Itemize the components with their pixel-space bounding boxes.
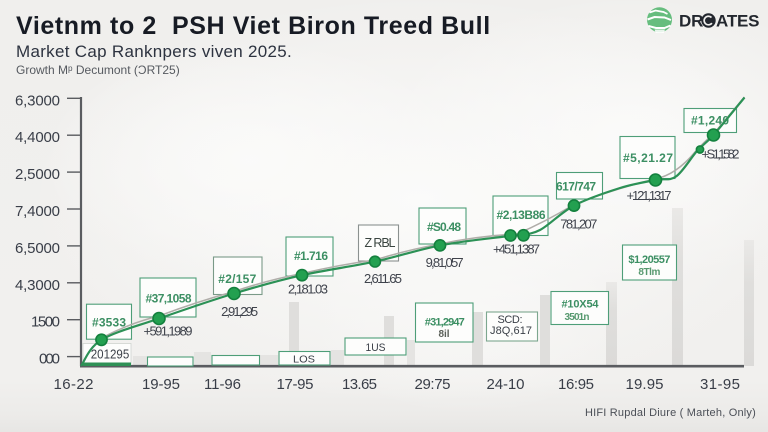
svg-text:$1,20557: $1,20557 xyxy=(628,254,670,266)
svg-text:16-22: 16-22 xyxy=(54,376,94,393)
svg-text:8il: 8il xyxy=(439,329,450,340)
svg-text:1US: 1US xyxy=(366,342,386,354)
svg-text:J8Q,617: J8Q,617 xyxy=(490,325,532,337)
svg-text:8Tlm: 8Tlm xyxy=(638,267,660,278)
svg-text:201295: 201295 xyxy=(91,347,130,362)
svg-text:6,5000: 6,5000 xyxy=(15,240,60,257)
svg-text:#3533: #3533 xyxy=(92,316,126,330)
svg-text:#1,240: #1,240 xyxy=(691,114,729,128)
svg-text:1500: 1500 xyxy=(31,314,60,331)
svg-text:9,81,057: 9,81,057 xyxy=(426,255,464,270)
svg-text:4,4000: 4,4000 xyxy=(15,129,60,146)
svg-text:3501n: 3501n xyxy=(565,312,590,323)
svg-text:+451,1387: +451,1387 xyxy=(493,242,540,257)
svg-text:781,207: 781,207 xyxy=(560,217,597,232)
svg-text:17-95: 17-95 xyxy=(277,376,314,393)
svg-text:+121,1317: +121,1317 xyxy=(627,188,672,203)
svg-text:2,91,295: 2,91,295 xyxy=(221,304,258,319)
svg-text:#5,21.27: #5,21.27 xyxy=(623,151,673,165)
svg-text:11-96: 11-96 xyxy=(204,376,241,393)
svg-text:19-95: 19-95 xyxy=(142,376,180,393)
svg-text:#2,13B86: #2,13B86 xyxy=(497,208,546,222)
svg-text:LOS: LOS xyxy=(293,354,315,366)
svg-text:SCD:: SCD: xyxy=(498,314,523,326)
svg-text:4,3000: 4,3000 xyxy=(15,277,60,294)
svg-text:000: 000 xyxy=(39,351,60,368)
svg-text:+591,1989: +591,1989 xyxy=(144,324,193,339)
svg-text:16:95: 16:95 xyxy=(558,376,594,393)
svg-text:#31,2947: #31,2947 xyxy=(425,317,465,329)
svg-text:#2/157: #2/157 xyxy=(218,272,256,286)
svg-text:19.95: 19.95 xyxy=(626,376,664,393)
svg-text:Z RBL: Z RBL xyxy=(365,236,396,250)
svg-text:2,181.03: 2,181.03 xyxy=(288,282,328,297)
svg-text:6,3000: 6,3000 xyxy=(15,92,60,109)
svg-text:29:75: 29:75 xyxy=(415,376,451,393)
svg-text:#S0.48: #S0.48 xyxy=(427,220,461,234)
svg-text:DR: DR xyxy=(679,12,703,31)
svg-text:#37,1058: #37,1058 xyxy=(146,292,192,306)
svg-text:#1.716: #1.716 xyxy=(294,249,328,263)
svg-text:2,611.65: 2,611.65 xyxy=(364,271,402,286)
svg-text:617/747: 617/747 xyxy=(556,180,596,194)
svg-text:ATES: ATES xyxy=(716,12,759,31)
svg-text:2,5000: 2,5000 xyxy=(15,166,60,183)
svg-text:#10X54: #10X54 xyxy=(562,299,600,311)
svg-text:24-10: 24-10 xyxy=(487,376,525,393)
svg-text:31-95: 31-95 xyxy=(700,376,740,393)
svg-text:7,4000: 7,4000 xyxy=(15,203,60,220)
svg-text:+S1,1582: +S1,1582 xyxy=(702,147,740,162)
svg-text:13.65: 13.65 xyxy=(342,376,377,393)
